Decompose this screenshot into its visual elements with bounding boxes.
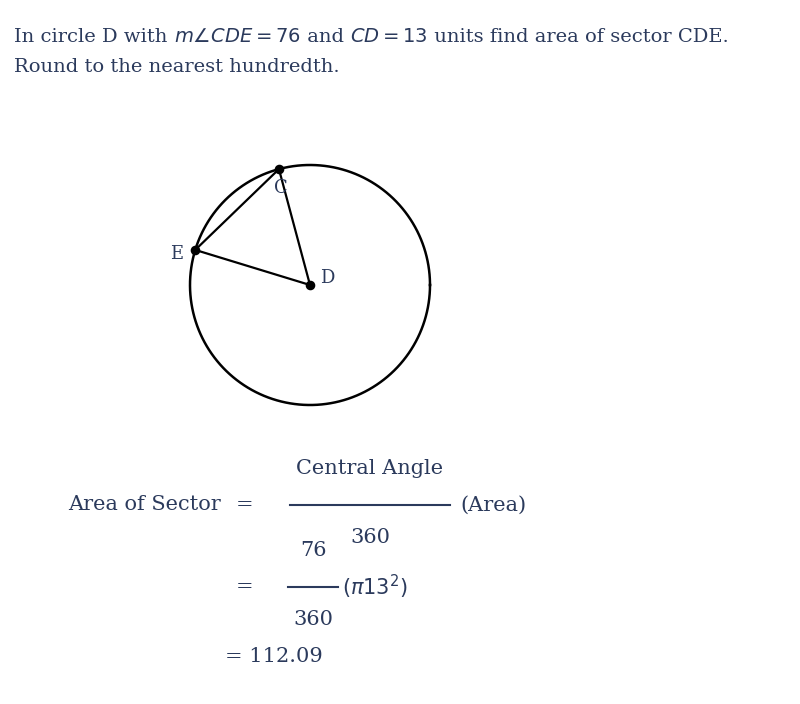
Point	[304, 279, 317, 291]
Point	[273, 163, 286, 175]
Point	[189, 244, 202, 256]
Text: =: =	[236, 496, 254, 515]
Text: 360: 360	[350, 528, 390, 547]
Text: (Area): (Area)	[460, 496, 526, 515]
Text: Area of Sector: Area of Sector	[68, 496, 221, 515]
Text: Round to the nearest hundredth.: Round to the nearest hundredth.	[14, 58, 340, 76]
Text: 76: 76	[300, 541, 326, 560]
Text: and: and	[301, 28, 350, 46]
Text: In circle D with: In circle D with	[14, 28, 174, 46]
Text: $m\angle CDE = 76$: $m\angle CDE = 76$	[174, 28, 301, 46]
Text: E: E	[170, 245, 183, 263]
Text: Central Angle: Central Angle	[297, 459, 443, 478]
Text: =: =	[236, 577, 254, 596]
Text: = 112.09: = 112.09	[225, 646, 322, 665]
Text: D: D	[320, 269, 334, 287]
Text: C: C	[274, 179, 288, 197]
Text: units find area of sector CDE.: units find area of sector CDE.	[427, 28, 728, 46]
Text: 360: 360	[293, 610, 333, 629]
Text: $(\pi 13^2)$: $(\pi 13^2)$	[342, 573, 408, 601]
Text: $CD = 13$: $CD = 13$	[350, 28, 427, 46]
